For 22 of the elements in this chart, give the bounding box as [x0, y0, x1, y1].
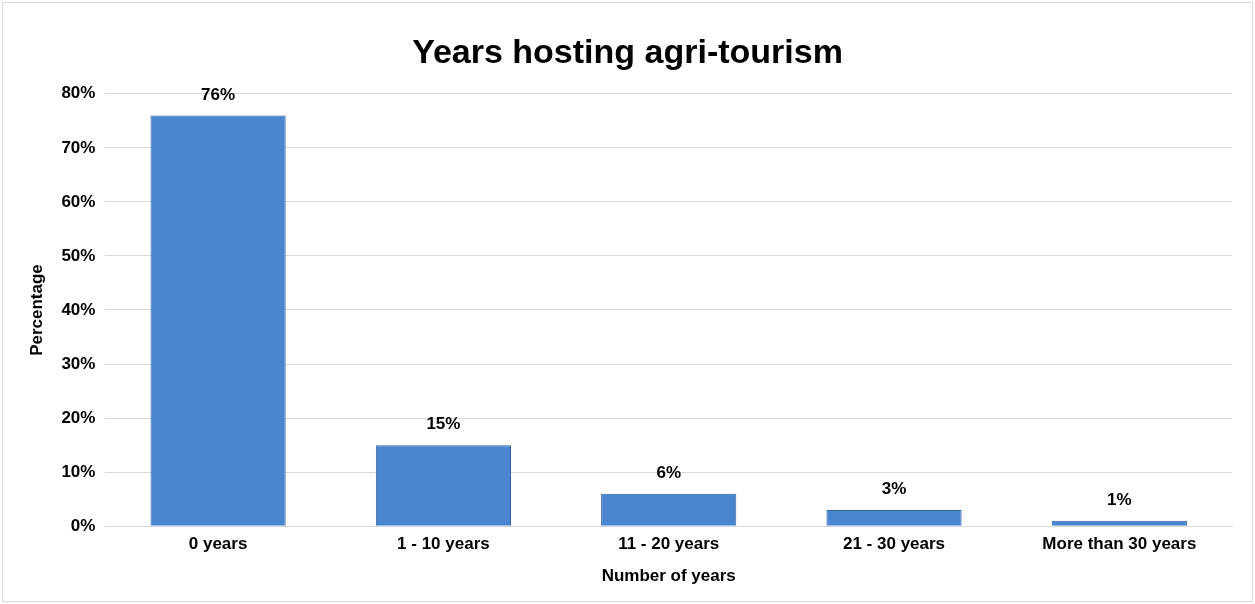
- y-tick-label: 20%: [61, 407, 96, 427]
- x-tick-label: 1 - 10 years: [397, 534, 490, 554]
- data-label: 15%: [426, 414, 461, 434]
- y-tick-label: 30%: [61, 353, 96, 373]
- x-tick-label: 21 - 30 years: [842, 534, 946, 554]
- data-label: 76%: [201, 84, 236, 104]
- chart-title: Years hosting agri-tourism: [412, 31, 843, 70]
- y-tick-label: 0%: [70, 515, 96, 535]
- x-tick-label: 11 - 20 years: [618, 534, 720, 554]
- data-label: 3%: [881, 479, 907, 499]
- x-axis-title: Number of years: [601, 566, 736, 586]
- y-tick-label: 60%: [61, 191, 96, 211]
- data-label: 6%: [656, 462, 681, 482]
- y-tick-label: 70%: [61, 137, 96, 157]
- y-tick-label: 80%: [61, 83, 96, 103]
- y-tick-label: 50%: [61, 245, 96, 265]
- x-tick-label: 0 years: [188, 534, 248, 554]
- y-axis-title: Percentage: [26, 264, 46, 356]
- x-tick-label: More than 30 years: [1042, 534, 1197, 554]
- y-tick-label: 10%: [61, 461, 96, 481]
- y-tick-label: 40%: [61, 299, 96, 319]
- data-label: 1%: [1107, 489, 1132, 509]
